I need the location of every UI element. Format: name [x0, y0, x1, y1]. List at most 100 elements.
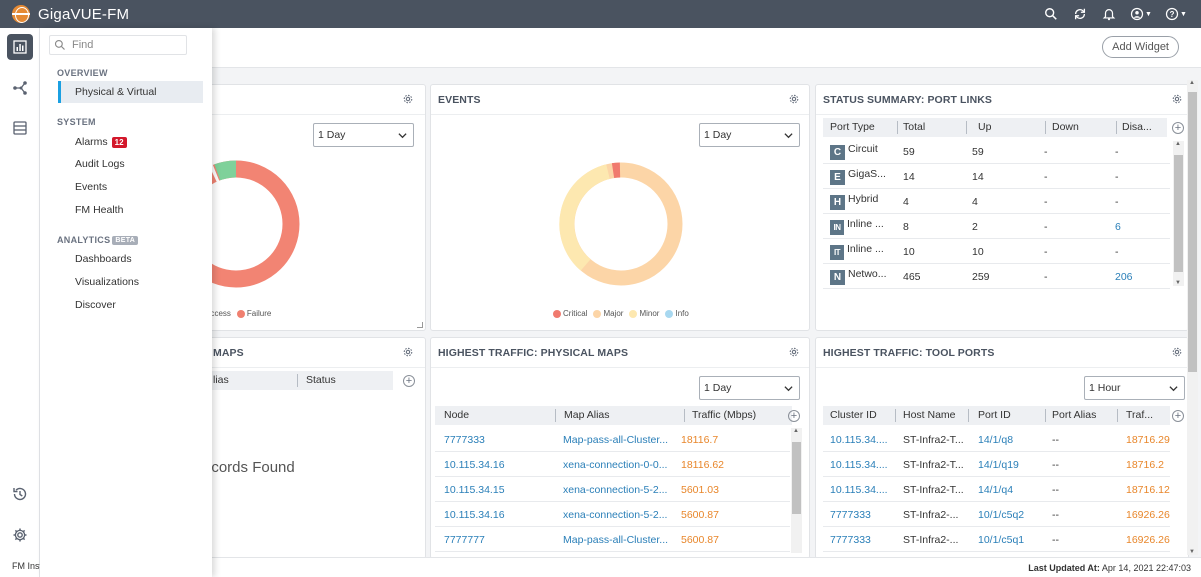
- table-row[interactable]: N Netwo... 465 259 - 206: [823, 264, 1170, 289]
- column-header[interactable]: Host Name: [903, 409, 956, 421]
- table-row[interactable]: IT Inline ... 10 10 - -: [823, 239, 1170, 264]
- bell-icon[interactable]: [1101, 6, 1117, 22]
- scroll-up-icon[interactable]: ▲: [1175, 141, 1181, 147]
- nav-item-discover[interactable]: Discover: [75, 299, 116, 311]
- table-row[interactable]: 7777333 Map-pass-all-Cluster... 18116.7: [435, 427, 790, 452]
- column-header[interactable]: Up: [978, 121, 992, 133]
- gear-icon[interactable]: [1171, 346, 1183, 358]
- table-row[interactable]: 10.115.34.... ST-Infra2-T... 14/1/q8 -- 1871…: [823, 427, 1170, 452]
- user-icon[interactable]: ▼: [1130, 6, 1152, 22]
- cluster-id-link[interactable]: 10.115.34....: [830, 459, 888, 471]
- node-link[interactable]: 10.115.34.15: [444, 484, 505, 496]
- node-link[interactable]: 10.115.34.16: [444, 459, 505, 471]
- table-row[interactable]: 10.115.34.16 xena-connection-5-2... 5600.8…: [435, 502, 790, 527]
- column-header[interactable]: Node: [444, 409, 470, 421]
- find-input[interactable]: [72, 39, 182, 51]
- scrollbar-thumb[interactable]: [792, 442, 801, 514]
- column-header[interactable]: Port Alias: [1052, 409, 1097, 421]
- time-range-select[interactable]: 1 Hour: [1084, 376, 1185, 400]
- column-header[interactable]: Traffic (Mbps): [692, 409, 757, 421]
- map-alias-link[interactable]: Map-pass-all-Cluster...: [563, 434, 669, 446]
- time-range-select[interactable]: 1 Day: [313, 123, 414, 147]
- add-column-icon[interactable]: +: [403, 375, 415, 387]
- gear-icon[interactable]: [788, 93, 800, 105]
- scroll-down-icon[interactable]: ▼: [1189, 549, 1195, 555]
- nav-item-fm-health[interactable]: FM Health: [75, 204, 124, 216]
- resize-handle[interactable]: [417, 322, 423, 328]
- add-widget-button[interactable]: Add Widget: [1102, 36, 1179, 58]
- table-row[interactable]: C Circuit 59 59 - -: [823, 139, 1170, 164]
- scrollbar[interactable]: ▲: [791, 428, 802, 553]
- table-row[interactable]: 10.115.34.... ST-Infra2-T... 14/1/q4 -- 1871…: [823, 477, 1170, 502]
- refresh-icon[interactable]: [1072, 6, 1088, 22]
- disabled-cell[interactable]: 6: [1115, 221, 1121, 233]
- nav-item-events[interactable]: Events: [75, 181, 108, 193]
- column-header[interactable]: Status: [306, 374, 336, 386]
- scrollbar[interactable]: ▲ ▼: [1173, 141, 1184, 286]
- add-column-icon[interactable]: +: [1172, 122, 1184, 134]
- nav-item-dashboards[interactable]: Dashboards: [75, 253, 132, 265]
- history-icon[interactable]: [7, 481, 33, 507]
- table-row[interactable]: 7777333 ST-Infra2-... 10/1/c5q2 -- 16926.26: [823, 502, 1170, 527]
- scrollbar-thumb[interactable]: [1174, 155, 1183, 272]
- disabled-cell[interactable]: 206: [1115, 271, 1133, 283]
- time-range-select[interactable]: 1 Day: [699, 123, 800, 147]
- map-alias-link[interactable]: xena-connection-0-0...: [563, 459, 668, 471]
- column-header[interactable]: Port Type: [830, 121, 875, 133]
- scrollbar-thumb[interactable]: [1188, 92, 1197, 372]
- nav-item-physical-virtual[interactable]: Physical & Virtual: [58, 81, 203, 103]
- table-row[interactable]: 7777333 ST-Infra2-... 10/1/c5q1 -- 16926.26: [823, 527, 1170, 552]
- map-alias-link[interactable]: Map-pass-all-Cluster...: [563, 534, 669, 546]
- table-row[interactable]: 10.115.34.15 xena-connection-5-2... 5601.0…: [435, 477, 790, 502]
- port-id-link[interactable]: 10/1/c5q2: [978, 509, 1025, 521]
- port-id-link[interactable]: 14/1/q19: [978, 459, 1019, 471]
- column-header[interactable]: lias: [213, 374, 229, 386]
- scroll-up-icon[interactable]: ▲: [793, 428, 799, 434]
- gear-icon[interactable]: [402, 346, 414, 358]
- time-range-select[interactable]: 1 Day: [699, 376, 800, 400]
- column-header[interactable]: Traf...: [1126, 409, 1154, 421]
- column-header[interactable]: Down: [1052, 121, 1079, 133]
- dashboard-icon[interactable]: [7, 34, 33, 60]
- port-id-link[interactable]: 14/1/q8: [978, 434, 1014, 446]
- table-row[interactable]: H Hybrid 4 4 - -: [823, 189, 1170, 214]
- add-column-icon[interactable]: +: [1172, 410, 1184, 422]
- port-id-link[interactable]: 10/1/c5q1: [978, 534, 1025, 546]
- scroll-up-icon[interactable]: ▲: [1189, 80, 1195, 86]
- cluster-id-link[interactable]: 10.115.34....: [830, 434, 888, 446]
- nav-item-alarms[interactable]: Alarms 12: [58, 131, 203, 153]
- table-row[interactable]: 10.115.34.... ST-Infra2-T... 14/1/q19 -- 187…: [823, 452, 1170, 477]
- search-icon[interactable]: [1043, 6, 1059, 22]
- traffic-value: 16926.26: [1126, 534, 1170, 546]
- column-header[interactable]: Cluster ID: [830, 409, 877, 421]
- column-header[interactable]: Port ID: [978, 409, 1011, 421]
- column-header[interactable]: Map Alias: [564, 409, 610, 421]
- scroll-down-icon[interactable]: ▼: [1175, 280, 1181, 286]
- nav-item-visualizations[interactable]: Visualizations: [75, 276, 140, 288]
- map-alias-link[interactable]: xena-connection-5-2...: [563, 509, 668, 521]
- gear-icon[interactable]: [402, 93, 414, 105]
- gear-icon[interactable]: [1171, 93, 1183, 105]
- topology-icon[interactable]: [7, 75, 33, 101]
- cluster-id-link[interactable]: 7777333: [830, 534, 871, 546]
- table-row[interactable]: 7777777 Map-pass-all-Cluster... 5600.87: [435, 527, 790, 552]
- gear-icon[interactable]: [788, 346, 800, 358]
- inventory-icon[interactable]: [7, 115, 33, 141]
- nav-item-audit-logs[interactable]: Audit Logs: [75, 158, 125, 170]
- node-link[interactable]: 10.115.34.16: [444, 509, 505, 521]
- column-header[interactable]: Total: [903, 121, 926, 133]
- add-column-icon[interactable]: +: [788, 410, 800, 422]
- help-icon[interactable]: ? ▼: [1165, 6, 1187, 22]
- node-link[interactable]: 7777777: [444, 534, 485, 546]
- port-id-link[interactable]: 14/1/q4: [978, 484, 1014, 496]
- settings-icon[interactable]: [7, 522, 33, 548]
- table-row[interactable]: IN Inline ... 8 2 - 6: [823, 214, 1170, 239]
- map-alias-link[interactable]: xena-connection-5-2...: [563, 484, 668, 496]
- table-row[interactable]: E GigaS... 14 14 - -: [823, 164, 1170, 189]
- page-scrollbar[interactable]: ▲ ▼: [1187, 80, 1198, 555]
- column-header[interactable]: Disa...: [1122, 121, 1152, 133]
- cluster-id-link[interactable]: 7777333: [830, 509, 871, 521]
- table-row[interactable]: 10.115.34.16 xena-connection-0-0... 18116.…: [435, 452, 790, 477]
- node-link[interactable]: 7777333: [444, 434, 485, 446]
- cluster-id-link[interactable]: 10.115.34....: [830, 484, 888, 496]
